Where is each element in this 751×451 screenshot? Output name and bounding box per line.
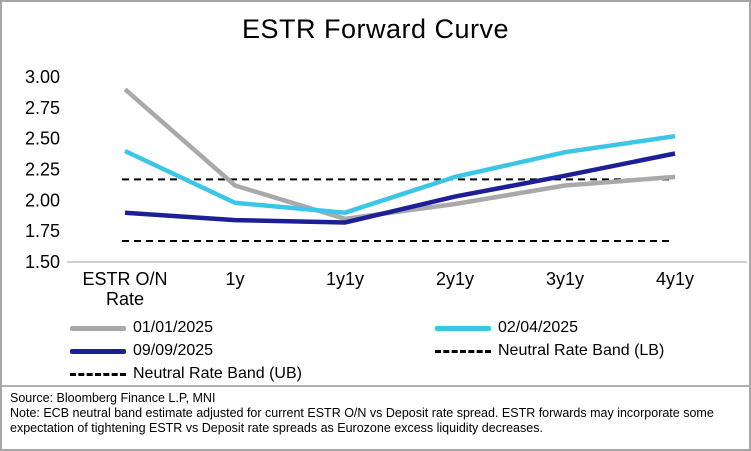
legend-item: 02/04/2025 [435,319,578,337]
x-tick-label: 1y [225,269,244,289]
legend-item: Neutral Rate Band (LB) [435,342,664,360]
legend-line-swatch-navy [70,348,126,354]
legend-label: 01/01/2025 [133,319,214,336]
x-tick-label: 3y1y [546,269,584,289]
y-tick-label: 1.75 [25,221,60,241]
series-02-04-2025 [124,133,676,215]
y-tick-label: 2.25 [25,160,60,180]
y-tick-label: 2.75 [25,98,60,118]
footer-divider [2,385,749,387]
x-tick-label: 4y1y [656,269,694,289]
legend-label: Neutral Rate Band (LB) [498,342,665,359]
y-tick-label: 3.00 [25,67,60,87]
chart-title: ESTR Forward Curve [241,14,510,44]
legend-label: Neutral Rate Band (UB) [133,365,302,382]
legend-item: 01/01/2025 [70,319,213,337]
y-tick-label: 2.50 [25,129,60,149]
y-tick-label: 2.00 [25,190,60,210]
forward-curve-chart: 3.00 2.75 2.50 2.25 2.00 1.75 1.50 ESTR O/NRate… [25,67,747,309]
x-tick-label: Rate [106,289,144,309]
legend-item: Neutral Rate Band (UB) [70,365,302,383]
legend-label: 02/04/2025 [498,319,579,336]
x-tick-label: ESTR O/N [82,269,167,289]
legend-line-swatch-gray [70,325,126,331]
legend-label: 09/09/2025 [133,342,214,359]
series-01-01-2025 [123,87,676,222]
x-tick-label: 1y1y [326,269,364,289]
legend-line-swatch-dashed-ub [70,372,126,376]
source-text: Source: Bloomberg Finance L.P, MNI [10,391,216,405]
note-text: Note: ECB neutral band estimate adjusted… [10,406,714,435]
series-09-09-2025 [124,151,676,225]
y-tick-label: 1.50 [25,252,60,272]
footer: Source: Bloomberg Finance L.P, MNI Note:… [10,391,744,436]
legend-line-swatch-cyan [435,325,491,331]
legend-item: 09/09/2025 [70,342,213,360]
x-tick-label: 2y1y [436,269,474,289]
legend-line-swatch-dashed-lb [435,349,491,353]
